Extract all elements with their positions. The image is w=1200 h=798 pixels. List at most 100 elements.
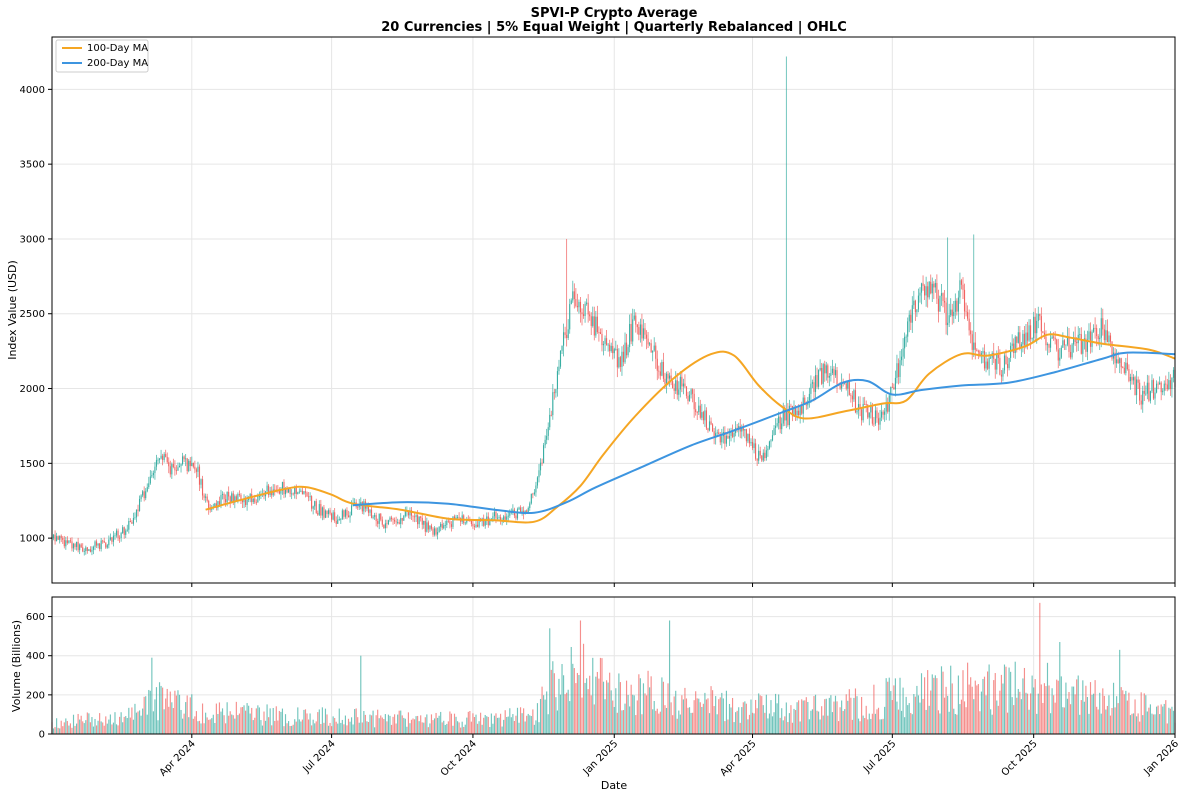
volume-bar bbox=[358, 722, 360, 734]
candle-body bbox=[1013, 343, 1015, 353]
candle-body bbox=[60, 535, 62, 538]
volume-bar bbox=[318, 709, 320, 734]
volume-bar bbox=[575, 683, 577, 734]
volume-bar bbox=[592, 657, 594, 734]
volume-bar bbox=[599, 657, 602, 734]
candle-body bbox=[632, 319, 634, 342]
volume-bar bbox=[1023, 667, 1026, 734]
candle-body bbox=[999, 357, 1001, 375]
candle-body bbox=[1137, 379, 1139, 383]
candle-body bbox=[884, 411, 886, 415]
volume-bar bbox=[441, 722, 443, 734]
volume-bar bbox=[92, 726, 95, 734]
candle-body bbox=[930, 281, 932, 294]
candle-body bbox=[725, 435, 727, 444]
volume-bar bbox=[870, 718, 872, 734]
candle-body bbox=[867, 404, 869, 418]
volume-bar bbox=[928, 705, 930, 734]
volume-bar bbox=[917, 695, 920, 734]
candle-body bbox=[642, 328, 645, 339]
volume-bar bbox=[1000, 674, 1002, 734]
volume-bar bbox=[1043, 683, 1045, 734]
chart-subtitle: 20 Currencies | 5% Equal Weight | Quarte… bbox=[381, 20, 847, 35]
candle-body bbox=[1125, 362, 1127, 374]
candle-body bbox=[218, 501, 221, 505]
candle-body bbox=[924, 285, 926, 296]
volume-bar bbox=[638, 674, 640, 734]
candle-body bbox=[189, 460, 191, 467]
volume-bar bbox=[77, 713, 79, 734]
volume-bar bbox=[443, 720, 445, 734]
candle-body bbox=[169, 466, 171, 475]
candle-body bbox=[937, 298, 939, 312]
volume-bar bbox=[953, 708, 955, 734]
candle-body bbox=[1097, 335, 1099, 340]
candle-body bbox=[853, 390, 855, 400]
candle-body bbox=[598, 332, 600, 333]
volume-bar bbox=[1016, 697, 1018, 734]
candle-body bbox=[1093, 327, 1095, 332]
candle-body bbox=[263, 494, 265, 497]
candle-body bbox=[827, 365, 829, 378]
volume-bar bbox=[721, 692, 723, 734]
candle-body bbox=[887, 402, 889, 412]
candle-body bbox=[1099, 337, 1101, 340]
volume-y-tick-label: 200 bbox=[26, 690, 45, 701]
candle-body bbox=[1128, 369, 1130, 382]
candle-body bbox=[186, 458, 188, 472]
volume-bar bbox=[1033, 687, 1035, 734]
volume-bar bbox=[72, 714, 75, 734]
volume-bar bbox=[957, 675, 959, 734]
candle-body bbox=[778, 416, 780, 424]
candle-body bbox=[562, 332, 565, 346]
volume-bar bbox=[676, 718, 678, 734]
candle-body bbox=[621, 351, 623, 367]
volume-bar bbox=[559, 694, 562, 734]
volume-bar bbox=[512, 714, 514, 734]
volume-panel: 0 200 400 600 Apr 2024 Jul 2024 Oct 2024 Jan 2… bbox=[10, 583, 1181, 792]
candle-body bbox=[738, 426, 740, 430]
candle-body bbox=[948, 315, 950, 323]
candle-body bbox=[304, 491, 307, 493]
volume-bar bbox=[573, 668, 575, 734]
volume-bar bbox=[633, 695, 635, 734]
price-y-ticks: 1000 1500 2000 2500 3000 3500 4000 bbox=[20, 85, 52, 545]
candle-body bbox=[595, 316, 597, 336]
candle-body bbox=[56, 536, 58, 542]
volume-bar bbox=[467, 711, 469, 734]
volume-bar bbox=[601, 658, 603, 734]
volume-bar bbox=[183, 713, 185, 734]
volume-bar bbox=[536, 703, 539, 734]
volume-bar bbox=[824, 699, 826, 734]
candle-body bbox=[205, 496, 207, 498]
candle-body bbox=[1148, 382, 1150, 401]
candle-body bbox=[283, 481, 285, 495]
volume-bar bbox=[214, 722, 216, 734]
volume-bar bbox=[1020, 699, 1022, 734]
volume-bar bbox=[976, 685, 978, 734]
volume-bar bbox=[346, 725, 348, 734]
volume-bar bbox=[1031, 675, 1033, 734]
candle-body bbox=[816, 375, 818, 387]
candle-body bbox=[692, 389, 694, 394]
candle-body bbox=[311, 496, 313, 509]
volume-bar bbox=[258, 707, 260, 734]
volume-bar bbox=[567, 689, 569, 734]
candle-body bbox=[874, 410, 877, 424]
volume-bar bbox=[383, 719, 385, 734]
candle-body bbox=[956, 300, 958, 312]
candle-body bbox=[636, 324, 638, 328]
volume-bar bbox=[208, 719, 210, 734]
candle-body bbox=[645, 334, 648, 339]
candle-body bbox=[221, 494, 224, 496]
volume-bar bbox=[142, 708, 144, 734]
price-candles bbox=[51, 56, 1176, 556]
x-tick-label: Jul 2024 bbox=[300, 738, 337, 775]
volume-bar bbox=[366, 721, 368, 734]
candle-body bbox=[415, 515, 417, 517]
volume-bar bbox=[418, 721, 420, 734]
candle-body bbox=[131, 522, 133, 524]
candle-body bbox=[659, 371, 661, 376]
volume-bar bbox=[1083, 701, 1085, 734]
candle-body bbox=[401, 518, 403, 521]
